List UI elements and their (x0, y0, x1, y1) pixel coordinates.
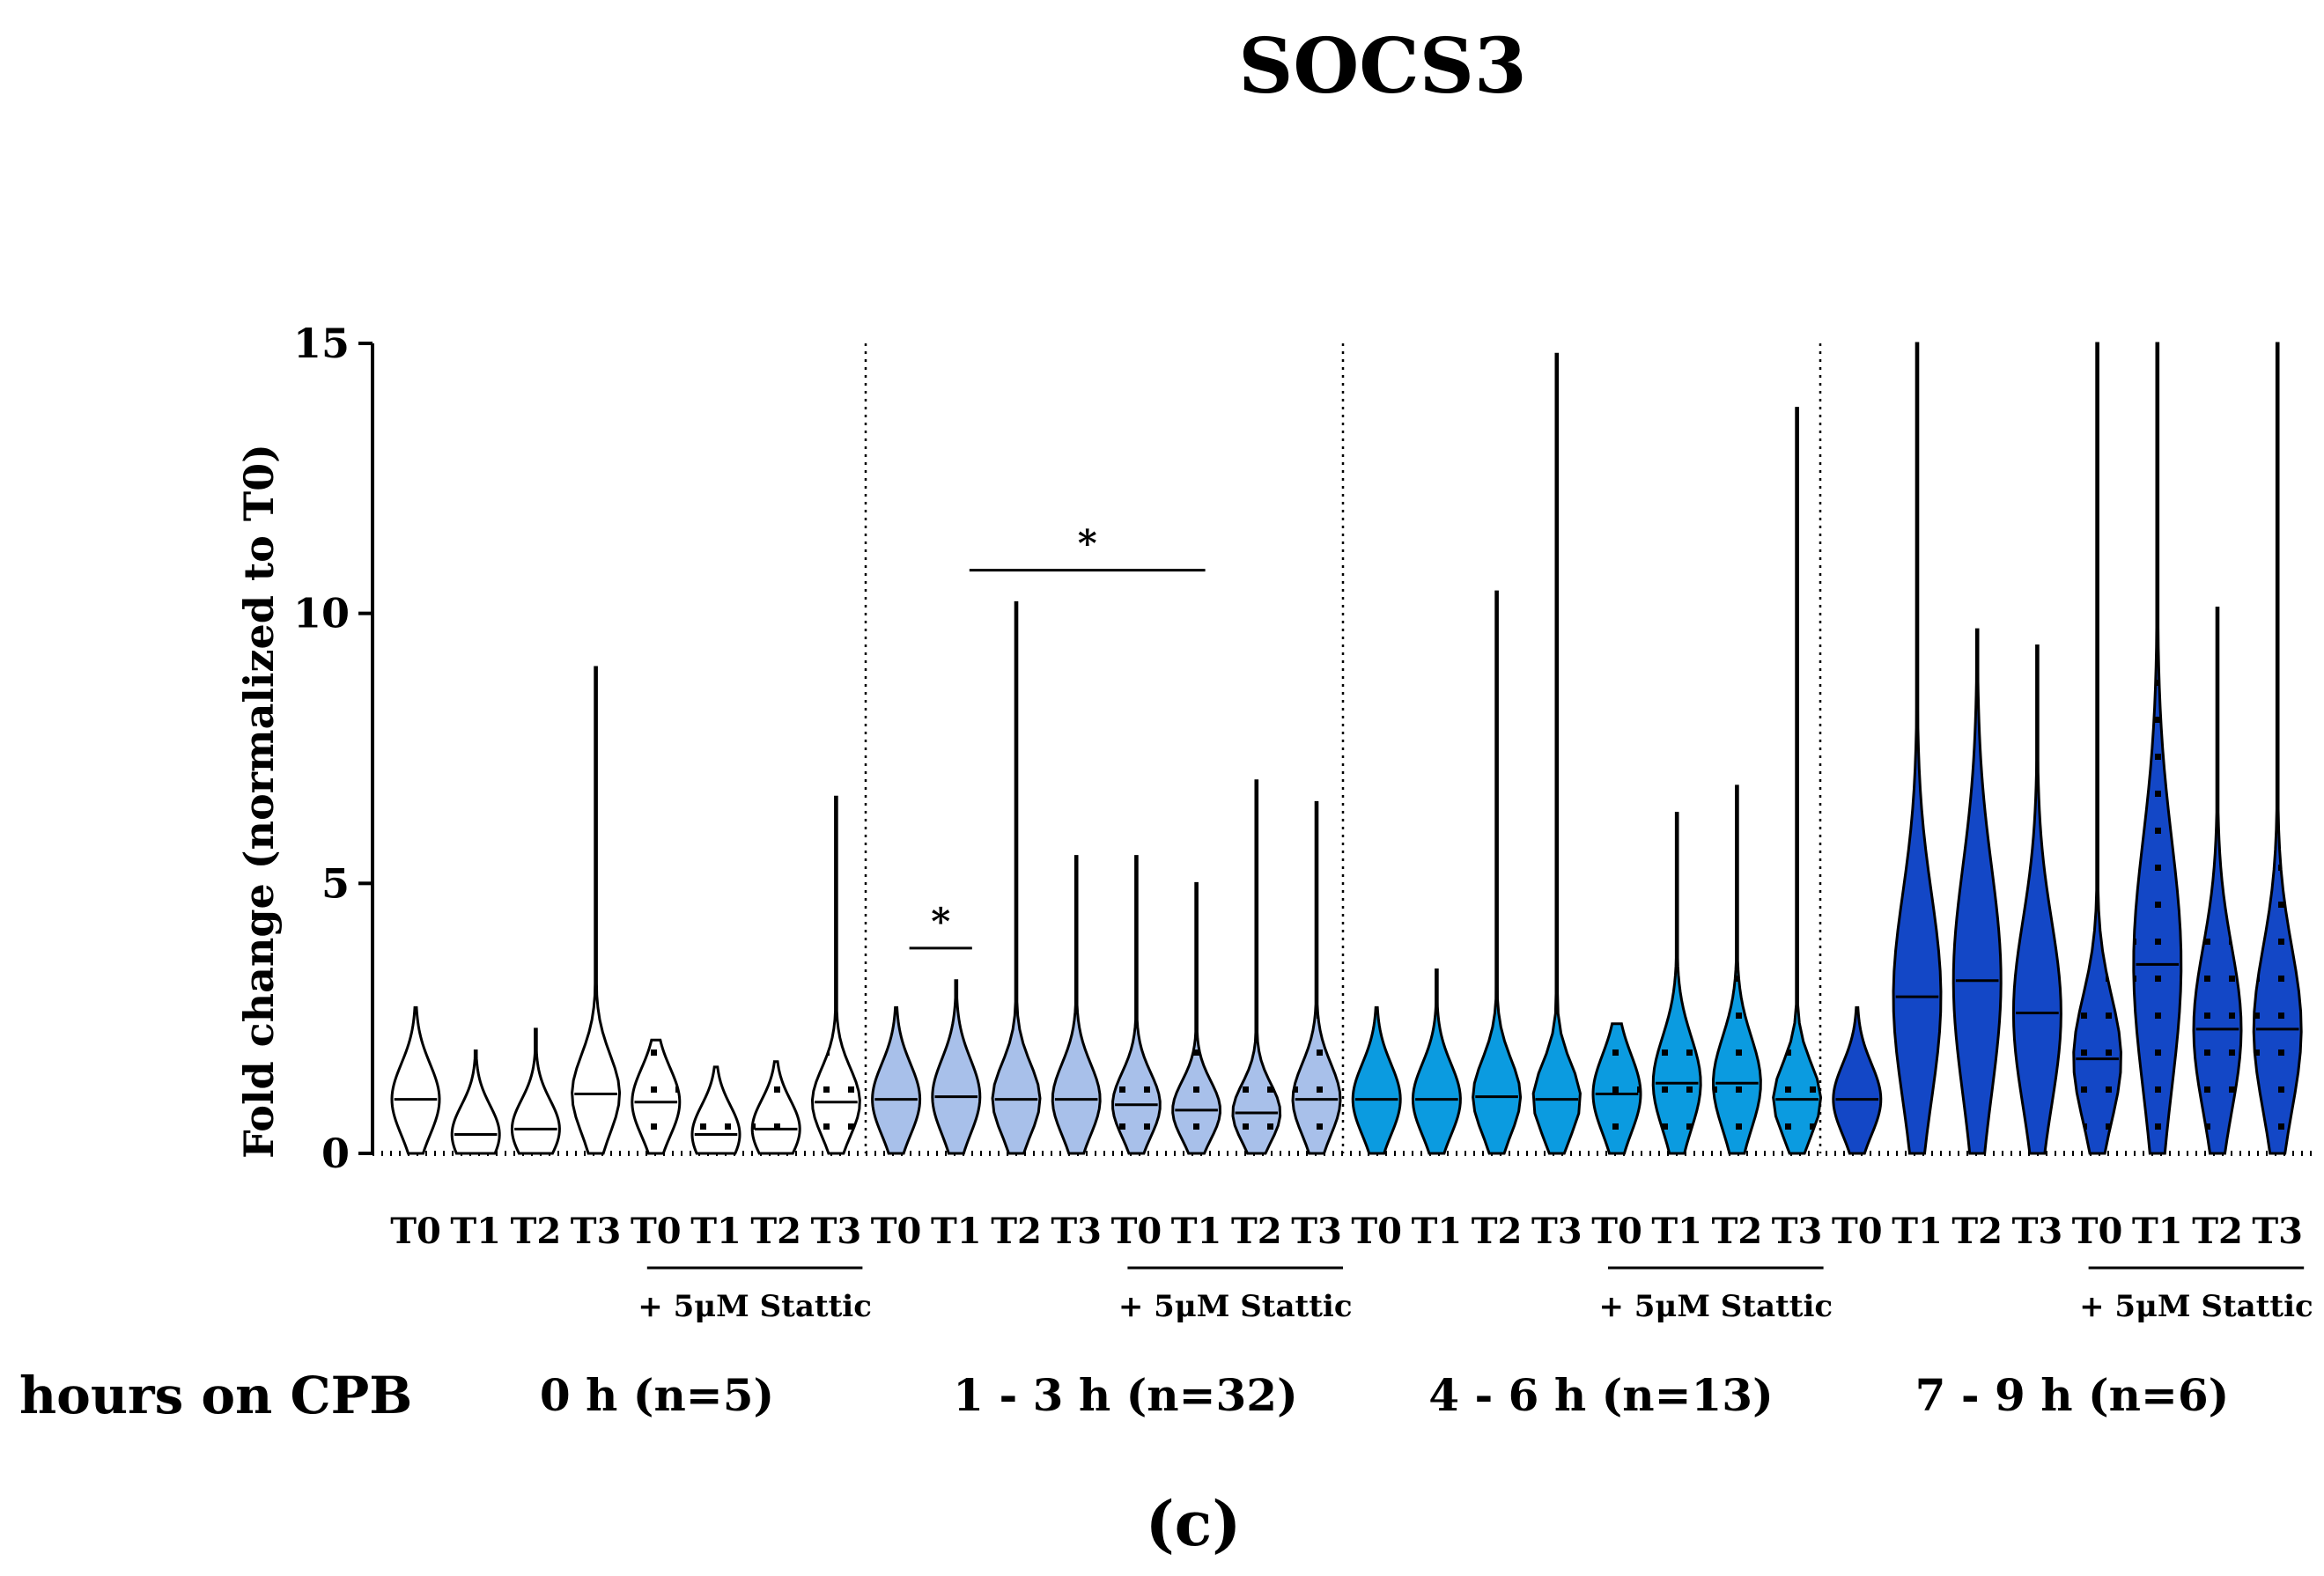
x-tick-label: T2 (1951, 1211, 2003, 1252)
violin-body (390, 1005, 441, 1155)
stattic-label: + 5μM Stattic (1118, 1289, 1353, 1324)
violin-body (2072, 342, 2122, 1155)
x-tick-label: T2 (1231, 1211, 1282, 1252)
x-axis-label: hours on CPB (19, 1366, 412, 1425)
violin-body (1472, 590, 1523, 1155)
violin-body (1772, 407, 1823, 1155)
y-axis-label: Fold change (normalized to T0) (235, 444, 283, 1159)
x-tick-label: T0 (871, 1211, 922, 1252)
violin-body (2011, 644, 2062, 1155)
x-tick-label: T1 (1892, 1211, 1943, 1252)
violin-body (931, 979, 982, 1155)
significance-star: * (931, 900, 950, 943)
x-tick-label: T1 (1171, 1211, 1222, 1252)
violin-body (1111, 855, 1162, 1155)
stattic-label: + 5μM Stattic (2079, 1289, 2313, 1324)
violin-body (991, 600, 1042, 1155)
violin-body (1531, 352, 1582, 1155)
x-tick-label: T0 (2072, 1211, 2123, 1252)
violin-body (871, 1005, 922, 1155)
x-tick-label: T0 (1351, 1211, 1402, 1252)
violin-body (1231, 779, 1282, 1155)
x-tick-label: T0 (1591, 1211, 1642, 1252)
y-tick-label: 0 (321, 1130, 350, 1177)
y-tick-label: 5 (321, 859, 350, 907)
stattic-label: + 5μM Stattic (1598, 1289, 1833, 1324)
violin-body (1591, 1022, 1642, 1155)
x-tick-label: T2 (511, 1211, 562, 1252)
x-tick-label: T1 (690, 1211, 741, 1252)
x-tick-label: T3 (1531, 1211, 1583, 1252)
violin-body (1892, 342, 1943, 1155)
violin-body (1351, 1005, 1402, 1155)
x-tick-label: T2 (1712, 1211, 1763, 1252)
x-tick-label: T3 (811, 1211, 862, 1252)
group-label: 0 h (n=5) (540, 1369, 774, 1421)
x-tick-label: T3 (1051, 1211, 1102, 1252)
violin-body (2192, 607, 2243, 1155)
group-label: 4 - 6 h (n=13) (1428, 1369, 1773, 1421)
violin-body (690, 1065, 741, 1155)
violin-body (750, 1060, 801, 1155)
violin-body (1832, 1005, 1883, 1155)
violin-body (1291, 800, 1342, 1155)
violin-body (510, 1027, 561, 1155)
x-tick-label: T3 (571, 1211, 622, 1252)
chart-title: SOCS3 (1238, 22, 1526, 111)
x-tick-label: T3 (2252, 1211, 2303, 1252)
violin-body (1171, 881, 1221, 1155)
x-tick-label: T2 (750, 1211, 801, 1252)
violin-body (1951, 628, 2003, 1155)
group-label: 1 - 3 h (n=32) (953, 1369, 1297, 1421)
x-tick-label: T0 (390, 1211, 441, 1252)
x-tick-label: T1 (2132, 1211, 2183, 1252)
x-tick-label: T2 (1472, 1211, 1523, 1252)
x-tick-label: T3 (1772, 1211, 1823, 1252)
x-tick-label: T2 (2192, 1211, 2243, 1252)
y-tick-label: 10 (293, 590, 350, 637)
x-tick-label: T1 (1412, 1211, 1463, 1252)
x-tick-label: T0 (1111, 1211, 1162, 1252)
y-tick-label: 15 (293, 320, 350, 367)
significance-star: * (1078, 522, 1097, 565)
violin-body (1651, 812, 1702, 1155)
x-tick-label: T0 (1832, 1211, 1883, 1252)
violin-body (450, 1049, 501, 1155)
x-tick-label: T3 (1291, 1211, 1342, 1252)
violin-body (2132, 342, 2183, 1155)
x-tick-label: T3 (2012, 1211, 2063, 1252)
violin-body (1411, 968, 1462, 1155)
violin-body (631, 1038, 682, 1155)
x-tick-label: T1 (931, 1211, 982, 1252)
x-tick-label: T0 (631, 1211, 682, 1252)
x-tick-label: T2 (991, 1211, 1042, 1252)
panel-label: (c) (1146, 1487, 1242, 1560)
violin-body (1051, 855, 1102, 1155)
x-tick-label: T1 (1651, 1211, 1702, 1252)
violin-body (1711, 784, 1762, 1155)
violin-body (2252, 342, 2303, 1155)
stattic-label: + 5μM Stattic (638, 1289, 872, 1324)
violin-body (810, 795, 861, 1155)
group-label: 7 - 9 h (n=6) (1915, 1369, 2230, 1421)
violin-body (571, 666, 622, 1155)
x-tick-label: T1 (450, 1211, 501, 1252)
